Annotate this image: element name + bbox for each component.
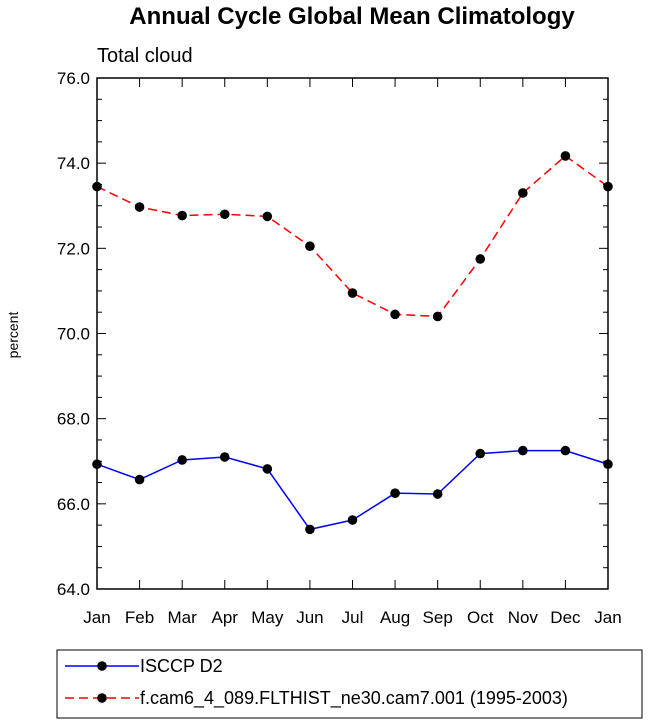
series-2-point bbox=[475, 254, 486, 264]
series-1-point bbox=[305, 524, 315, 535]
x-tick-label: Jan bbox=[83, 608, 110, 627]
x-tick-label: May bbox=[251, 608, 284, 627]
legend-marker-series-1 bbox=[97, 661, 107, 671]
series-1-point bbox=[560, 445, 571, 456]
x-tick-label: Jul bbox=[342, 608, 364, 627]
x-tick-label: Feb bbox=[125, 608, 154, 627]
series-2-point bbox=[390, 309, 400, 320]
series-1-point bbox=[262, 464, 273, 474]
x-tick-label: Jun bbox=[296, 608, 323, 627]
x-tick-label: Mar bbox=[168, 608, 198, 627]
series-1-point bbox=[390, 488, 400, 498]
series-1-point bbox=[518, 445, 528, 456]
chart-subtitle: Total cloud bbox=[97, 45, 193, 67]
x-tick-label: Dec bbox=[550, 608, 581, 627]
y-tick-label: 68.0 bbox=[57, 410, 90, 429]
y-tick-label: 74.0 bbox=[57, 154, 90, 173]
x-tick-label: Oct bbox=[467, 608, 494, 627]
series-1-point bbox=[432, 489, 443, 499]
plot-area: 64.0 66.0 68.0 70.0 72.0 74.0 76.0 Jan Feb Mar Apr… bbox=[57, 69, 622, 627]
series-2-point bbox=[219, 209, 230, 220]
legend-box bbox=[56, 649, 643, 719]
x-tick-label: Aug bbox=[380, 608, 410, 627]
series-2-point bbox=[432, 311, 443, 322]
x-tick-label: Apr bbox=[212, 608, 239, 627]
y-axis-label: percent bbox=[5, 312, 21, 359]
series-2-point bbox=[177, 210, 187, 221]
y-tick-label: 70.0 bbox=[57, 325, 90, 344]
y-tick-label: 76.0 bbox=[57, 69, 90, 88]
legend: ISCCP D2 f.cam6_4_089.FLTHIST_ne30.cam7.0… bbox=[56, 649, 643, 719]
x-tick-label: Nov bbox=[508, 608, 539, 627]
chart-title: Annual Cycle Global Mean Climatology bbox=[129, 3, 575, 30]
legend-marker-series-2 bbox=[97, 693, 107, 703]
y-tick-label: 72.0 bbox=[57, 239, 90, 258]
series-2-point bbox=[518, 188, 528, 198]
series-2-point bbox=[134, 202, 145, 212]
series-1-point bbox=[219, 452, 230, 462]
legend-label-series-1: ISCCP D2 bbox=[140, 656, 223, 676]
series-1-point bbox=[475, 448, 486, 459]
series-1-point bbox=[177, 455, 187, 465]
series-2-point bbox=[262, 211, 273, 222]
y-tick-label: 66.0 bbox=[57, 495, 90, 514]
legend-label-series-2: f.cam6_4_089.FLTHIST_ne30.cam7.001 (1995… bbox=[140, 688, 568, 709]
y-tick-label: 64.0 bbox=[57, 580, 90, 599]
series-2-point bbox=[347, 288, 358, 298]
series-1-point bbox=[134, 474, 145, 485]
x-tick-label: Jan bbox=[594, 608, 621, 627]
plot-frame bbox=[96, 77, 609, 590]
x-tick-label: Sep bbox=[423, 608, 453, 627]
series-2-point bbox=[560, 151, 571, 161]
series-1-point bbox=[347, 515, 358, 525]
series-2-point bbox=[305, 241, 315, 252]
